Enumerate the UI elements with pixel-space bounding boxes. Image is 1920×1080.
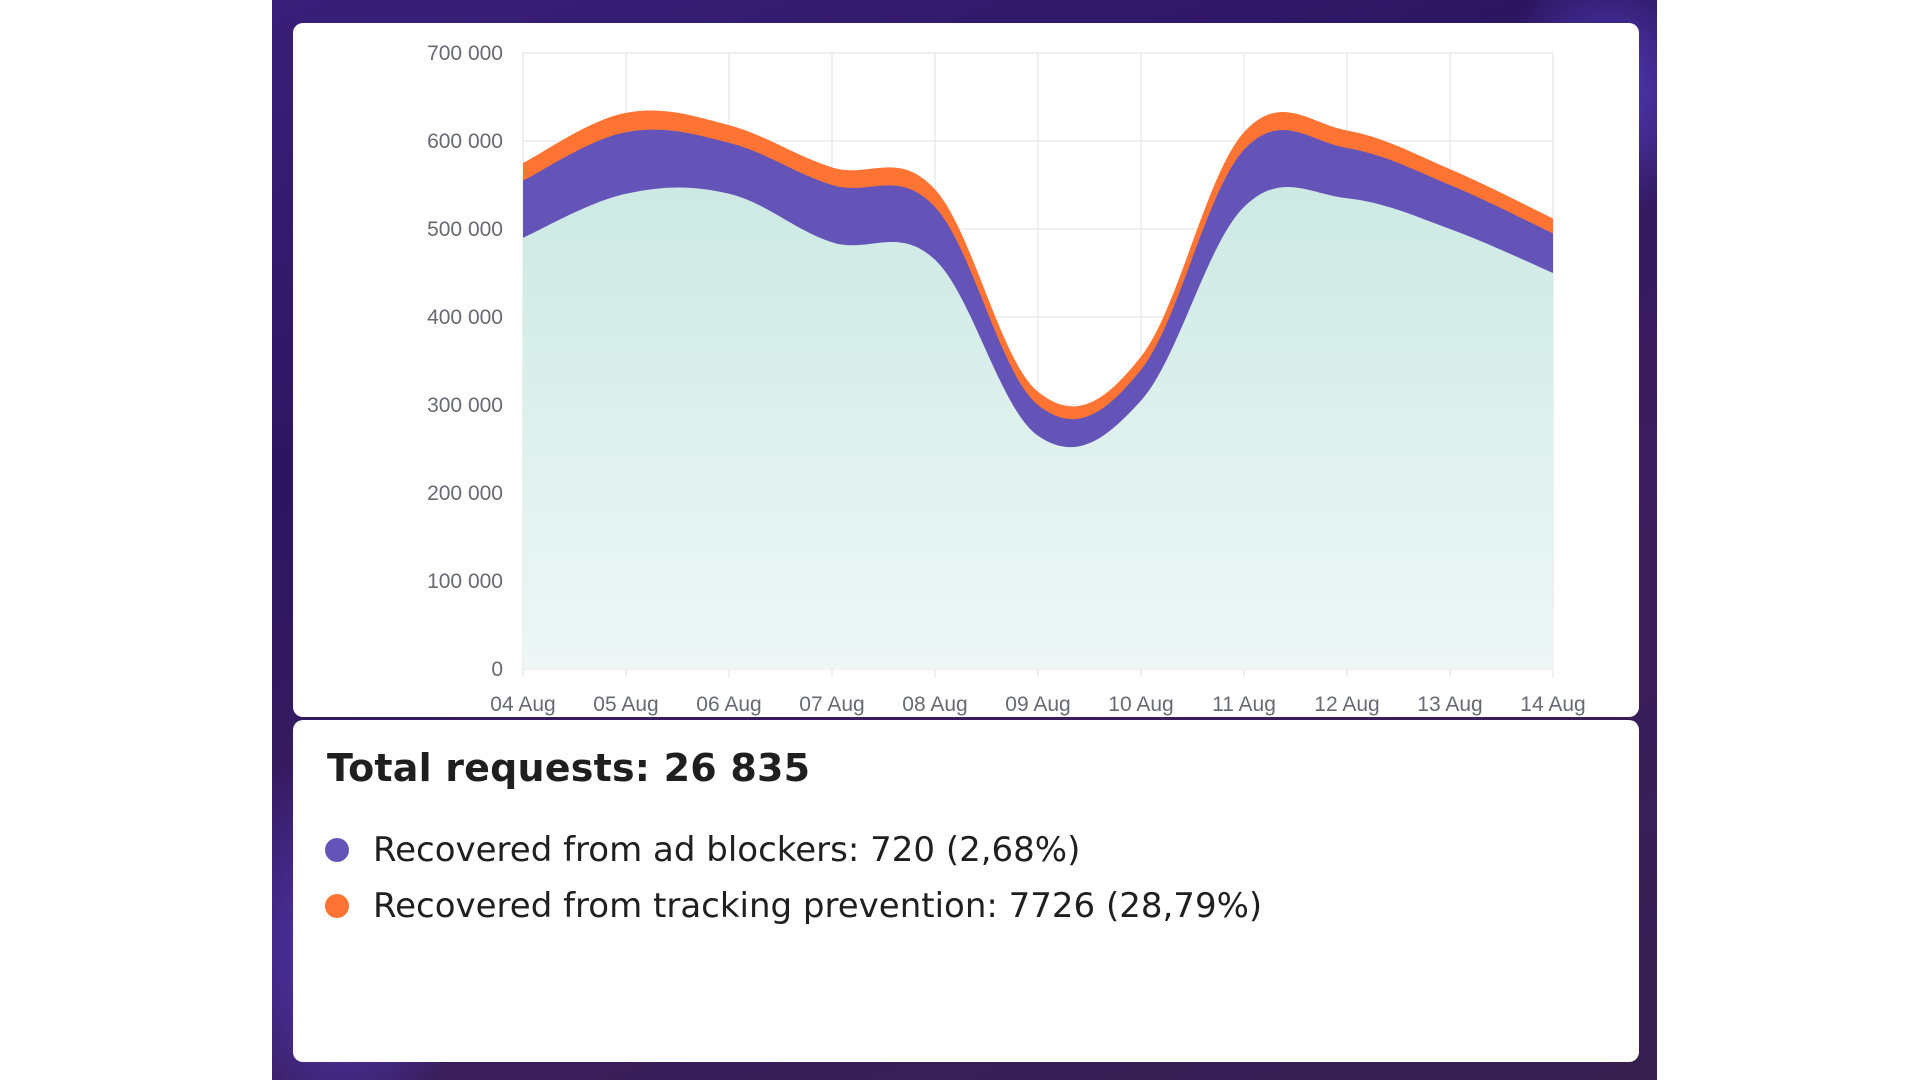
x-tick-label: 09 Aug (1005, 693, 1070, 716)
legend-dot-ad-blockers (325, 838, 349, 862)
legend-label-ad-blockers: Recovered from ad blockers: 720 (2,68%) (373, 830, 1081, 870)
legend-item-ad-blockers: Recovered from ad blockers: 720 (2,68%) (325, 830, 1080, 870)
y-tick-label: 0 (491, 658, 503, 681)
x-tick-label: 06 Aug (696, 693, 761, 716)
x-tick-label: 11 Aug (1212, 693, 1276, 716)
y-tick-label: 700 000 (427, 42, 503, 65)
total-requests: Total requests: 26 835 (327, 746, 811, 790)
y-tick-label: 600 000 (427, 130, 503, 153)
legend-dot-tracking-prevention (325, 894, 349, 918)
x-tick-label: 04 Aug (490, 693, 555, 716)
x-tick-label: 07 Aug (799, 693, 864, 716)
y-tick-label: 100 000 (427, 570, 503, 593)
x-tick-label: 10 Aug (1108, 693, 1173, 716)
y-tick-label: 200 000 (427, 482, 503, 505)
legend-item-tracking-prevention: Recovered from tracking prevention: 7726… (325, 886, 1262, 926)
x-tick-label: 14 Aug (1520, 693, 1585, 716)
y-tick-label: 500 000 (427, 218, 503, 241)
stacked-area-chart: 0 100 000 200 000 300 000 400 000 500 000 600 … (427, 42, 1586, 716)
summary-card: Total requests: 26 835 Recovered from ad… (293, 720, 1639, 1062)
y-tick-label: 400 000 (427, 306, 503, 329)
area-base-series (523, 186, 1553, 669)
x-tick-label: 08 Aug (902, 693, 967, 716)
x-tick-label: 13 Aug (1417, 693, 1482, 716)
x-tick-label: 05 Aug (593, 693, 658, 716)
y-tick-label: 300 000 (427, 394, 503, 417)
legend-label-tracking-prevention: Recovered from tracking prevention: 7726… (373, 886, 1263, 926)
x-tick-label: 12 Aug (1314, 693, 1379, 716)
